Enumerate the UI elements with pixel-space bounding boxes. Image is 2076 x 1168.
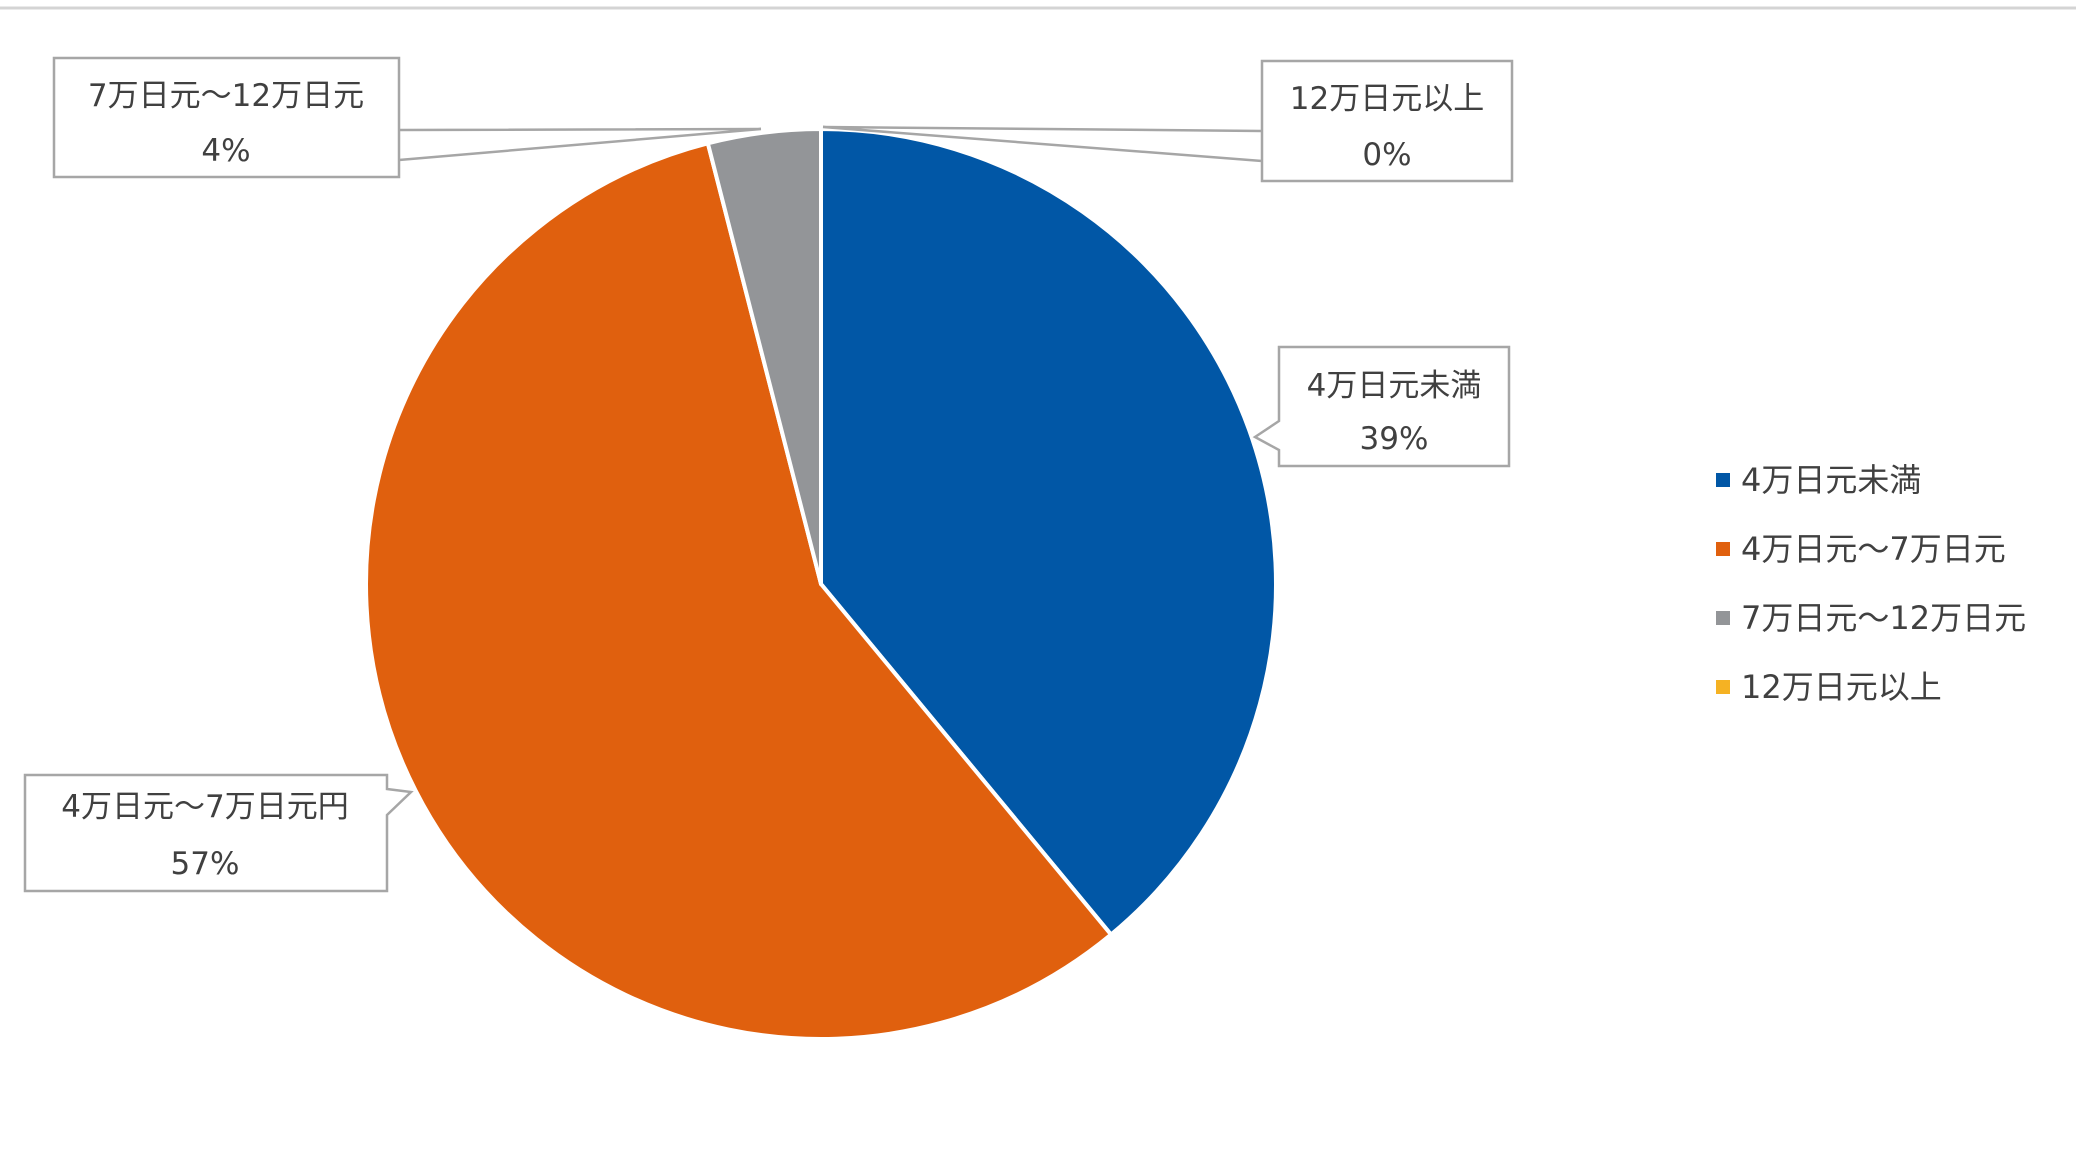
legend-item: 4万日元〜7万日元 bbox=[1716, 530, 2006, 568]
pie-slice-40000-70000-yen bbox=[364, 141, 1114, 1041]
legend-label: 4万日元未満 bbox=[1741, 461, 1921, 499]
data-label-name: 4万日元未満 bbox=[1307, 368, 1482, 404]
data-label-box bbox=[23, 773, 414, 893]
leader-line bbox=[822, 125, 1263, 163]
data-label-name: 12万日元以上 bbox=[1290, 81, 1484, 117]
data-label-box bbox=[1260, 59, 1514, 183]
data-label-value: 57% bbox=[171, 846, 240, 882]
legend-swatch bbox=[1716, 680, 1730, 694]
legend-swatch bbox=[1716, 542, 1730, 556]
data-label-value: 39% bbox=[1360, 421, 1429, 457]
legend-swatch bbox=[1716, 473, 1730, 487]
pie-slice-under-40000-yen bbox=[819, 127, 1278, 937]
data-label-over-120000-yen: 12万日元以上 0% bbox=[822, 59, 1514, 183]
data-label-under-40000-yen: 4万日元未満 39% bbox=[1252, 345, 1511, 468]
pie-slices bbox=[364, 127, 1278, 1041]
data-label-value: 0% bbox=[1362, 137, 1411, 173]
legend-label: 7万日元〜12万日元 bbox=[1741, 599, 2026, 637]
data-label-40000-70000-yen: 4万日元〜7万日元円 57% bbox=[23, 773, 414, 893]
legend-label: 12万日元以上 bbox=[1741, 668, 1942, 706]
legend-label: 4万日元〜7万日元 bbox=[1741, 530, 2006, 568]
legend-item: 7万日元〜12万日元 bbox=[1716, 599, 2026, 637]
data-label-name: 4万日元〜7万日元円 bbox=[61, 789, 348, 825]
data-label-box bbox=[52, 56, 401, 179]
data-label-name: 7万日元〜12万日元 bbox=[88, 78, 364, 114]
data-label-box bbox=[1252, 345, 1511, 468]
leader-line bbox=[398, 127, 762, 162]
data-label-value: 4% bbox=[201, 133, 250, 169]
legend-swatch bbox=[1716, 611, 1730, 625]
data-label-70000-120000-yen: 7万日元〜12万日元 4% bbox=[52, 56, 762, 179]
legend-item: 4万日元未満 bbox=[1716, 461, 1921, 499]
legend: 4万日元未満 4万日元〜7万日元 7万日元〜12万日元 12万日元以上 bbox=[1716, 461, 2026, 706]
legend-item: 12万日元以上 bbox=[1716, 668, 1942, 706]
